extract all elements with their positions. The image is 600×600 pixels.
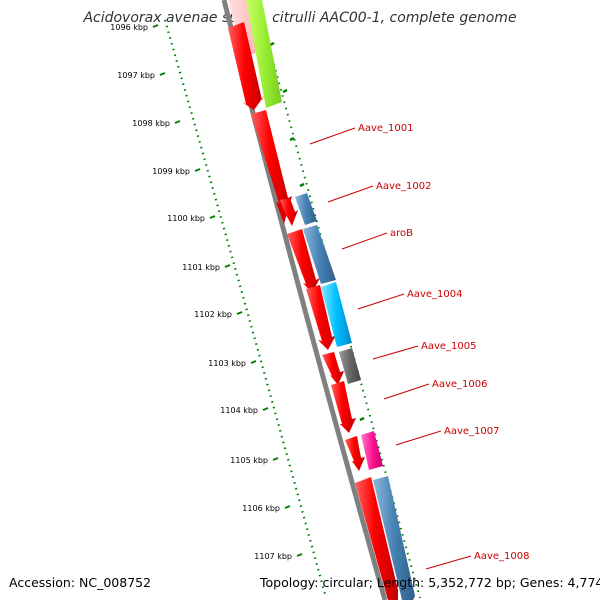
- gene-label[interactable]: Aave_1006: [432, 379, 488, 390]
- map-title: Acidovorax avenae subsp. citrulli AAC00-…: [83, 10, 517, 26]
- kbp-label: 1099 kbp: [152, 167, 190, 176]
- kbp-tick: [159, 72, 166, 76]
- outer-tick: [299, 182, 305, 188]
- accession: Accession: NC_008752: [9, 575, 152, 590]
- kbp-tick: [296, 553, 303, 557]
- kbp-tick: [174, 120, 181, 124]
- outer-tick: [282, 88, 288, 94]
- kbp-label: 1106 kbp: [242, 504, 280, 513]
- callout-line: [372, 345, 419, 360]
- gene-red-5: [306, 285, 336, 350]
- gene-label[interactable]: aroB: [390, 228, 413, 239]
- genome-summary: Topology: circular; Length: 5,352,772 bp…: [260, 575, 600, 590]
- callout-line: [341, 232, 388, 250]
- gene-pink: [361, 431, 383, 470]
- callout-line: [383, 383, 430, 400]
- gene-label[interactable]: Aave_1002: [376, 181, 432, 192]
- callout-line: [327, 185, 374, 203]
- gene-red-6: [322, 352, 344, 385]
- kbp-label: 1105 kbp: [230, 456, 268, 465]
- gene-red-3: [280, 198, 298, 226]
- kbp-ticks: [152, 24, 401, 562]
- gene-cyan: [321, 282, 352, 347]
- kbp-label: 1107 kbp: [254, 552, 292, 561]
- gene-blue-3: [373, 476, 415, 600]
- gene-red-2: [251, 110, 292, 224]
- kbp-label: 1100 kbp: [167, 214, 205, 223]
- gene-callouts: Aave_1001 Aave_1002 aroB Aave_1004 Aave_1005…: [309, 123, 530, 570]
- gene-green: [246, 0, 282, 108]
- gene-blue-2: [303, 225, 336, 284]
- kbp-tick: [284, 505, 291, 509]
- kbp-label: 1103 kbp: [208, 359, 246, 368]
- kbp-tick: [262, 407, 269, 411]
- kbp-label: 1104 kbp: [220, 406, 258, 415]
- gene-blue-1: [295, 193, 317, 225]
- callout-line: [425, 555, 472, 570]
- kbp-tick: [236, 311, 243, 315]
- outer-tick: [289, 136, 295, 142]
- kbp-tick: [272, 457, 279, 461]
- callout-line: [309, 127, 356, 145]
- kbp-tick: [152, 24, 159, 28]
- gene-gray: [339, 348, 361, 384]
- gene-label[interactable]: Aave_1007: [444, 426, 500, 437]
- kbp-tick: [209, 215, 216, 219]
- gene-label[interactable]: Aave_1001: [358, 123, 414, 134]
- gene-red-1: [228, 22, 264, 110]
- kbp-label: 1098 kbp: [132, 119, 170, 128]
- gene-label[interactable]: Aave_1008: [474, 551, 530, 562]
- gene-label[interactable]: Aave_1004: [407, 289, 463, 300]
- callout-line: [357, 293, 405, 310]
- gene-red-8: [345, 436, 365, 471]
- kbp-label: 1101 kbp: [182, 263, 220, 272]
- kbp-tick: [194, 168, 201, 172]
- kbp-tick: [224, 264, 231, 268]
- kbp-label: 1102 kbp: [194, 310, 232, 319]
- gene-red-4: [287, 229, 320, 293]
- kbp-tick: [250, 360, 257, 364]
- kbp-label: 1096 kbp: [110, 23, 148, 32]
- kbp-label: 1097 kbp: [117, 71, 155, 80]
- callout-line: [395, 430, 442, 446]
- gene-label[interactable]: Aave_1005: [421, 341, 477, 352]
- outer-tick: [359, 416, 365, 422]
- gene-red-7: [331, 381, 356, 433]
- kbp-labels: 1096 kbp 1097 kbp 1098 kbp 1099 kbp 1100 kbp…: [110, 23, 292, 561]
- gene-red-9: [355, 477, 398, 600]
